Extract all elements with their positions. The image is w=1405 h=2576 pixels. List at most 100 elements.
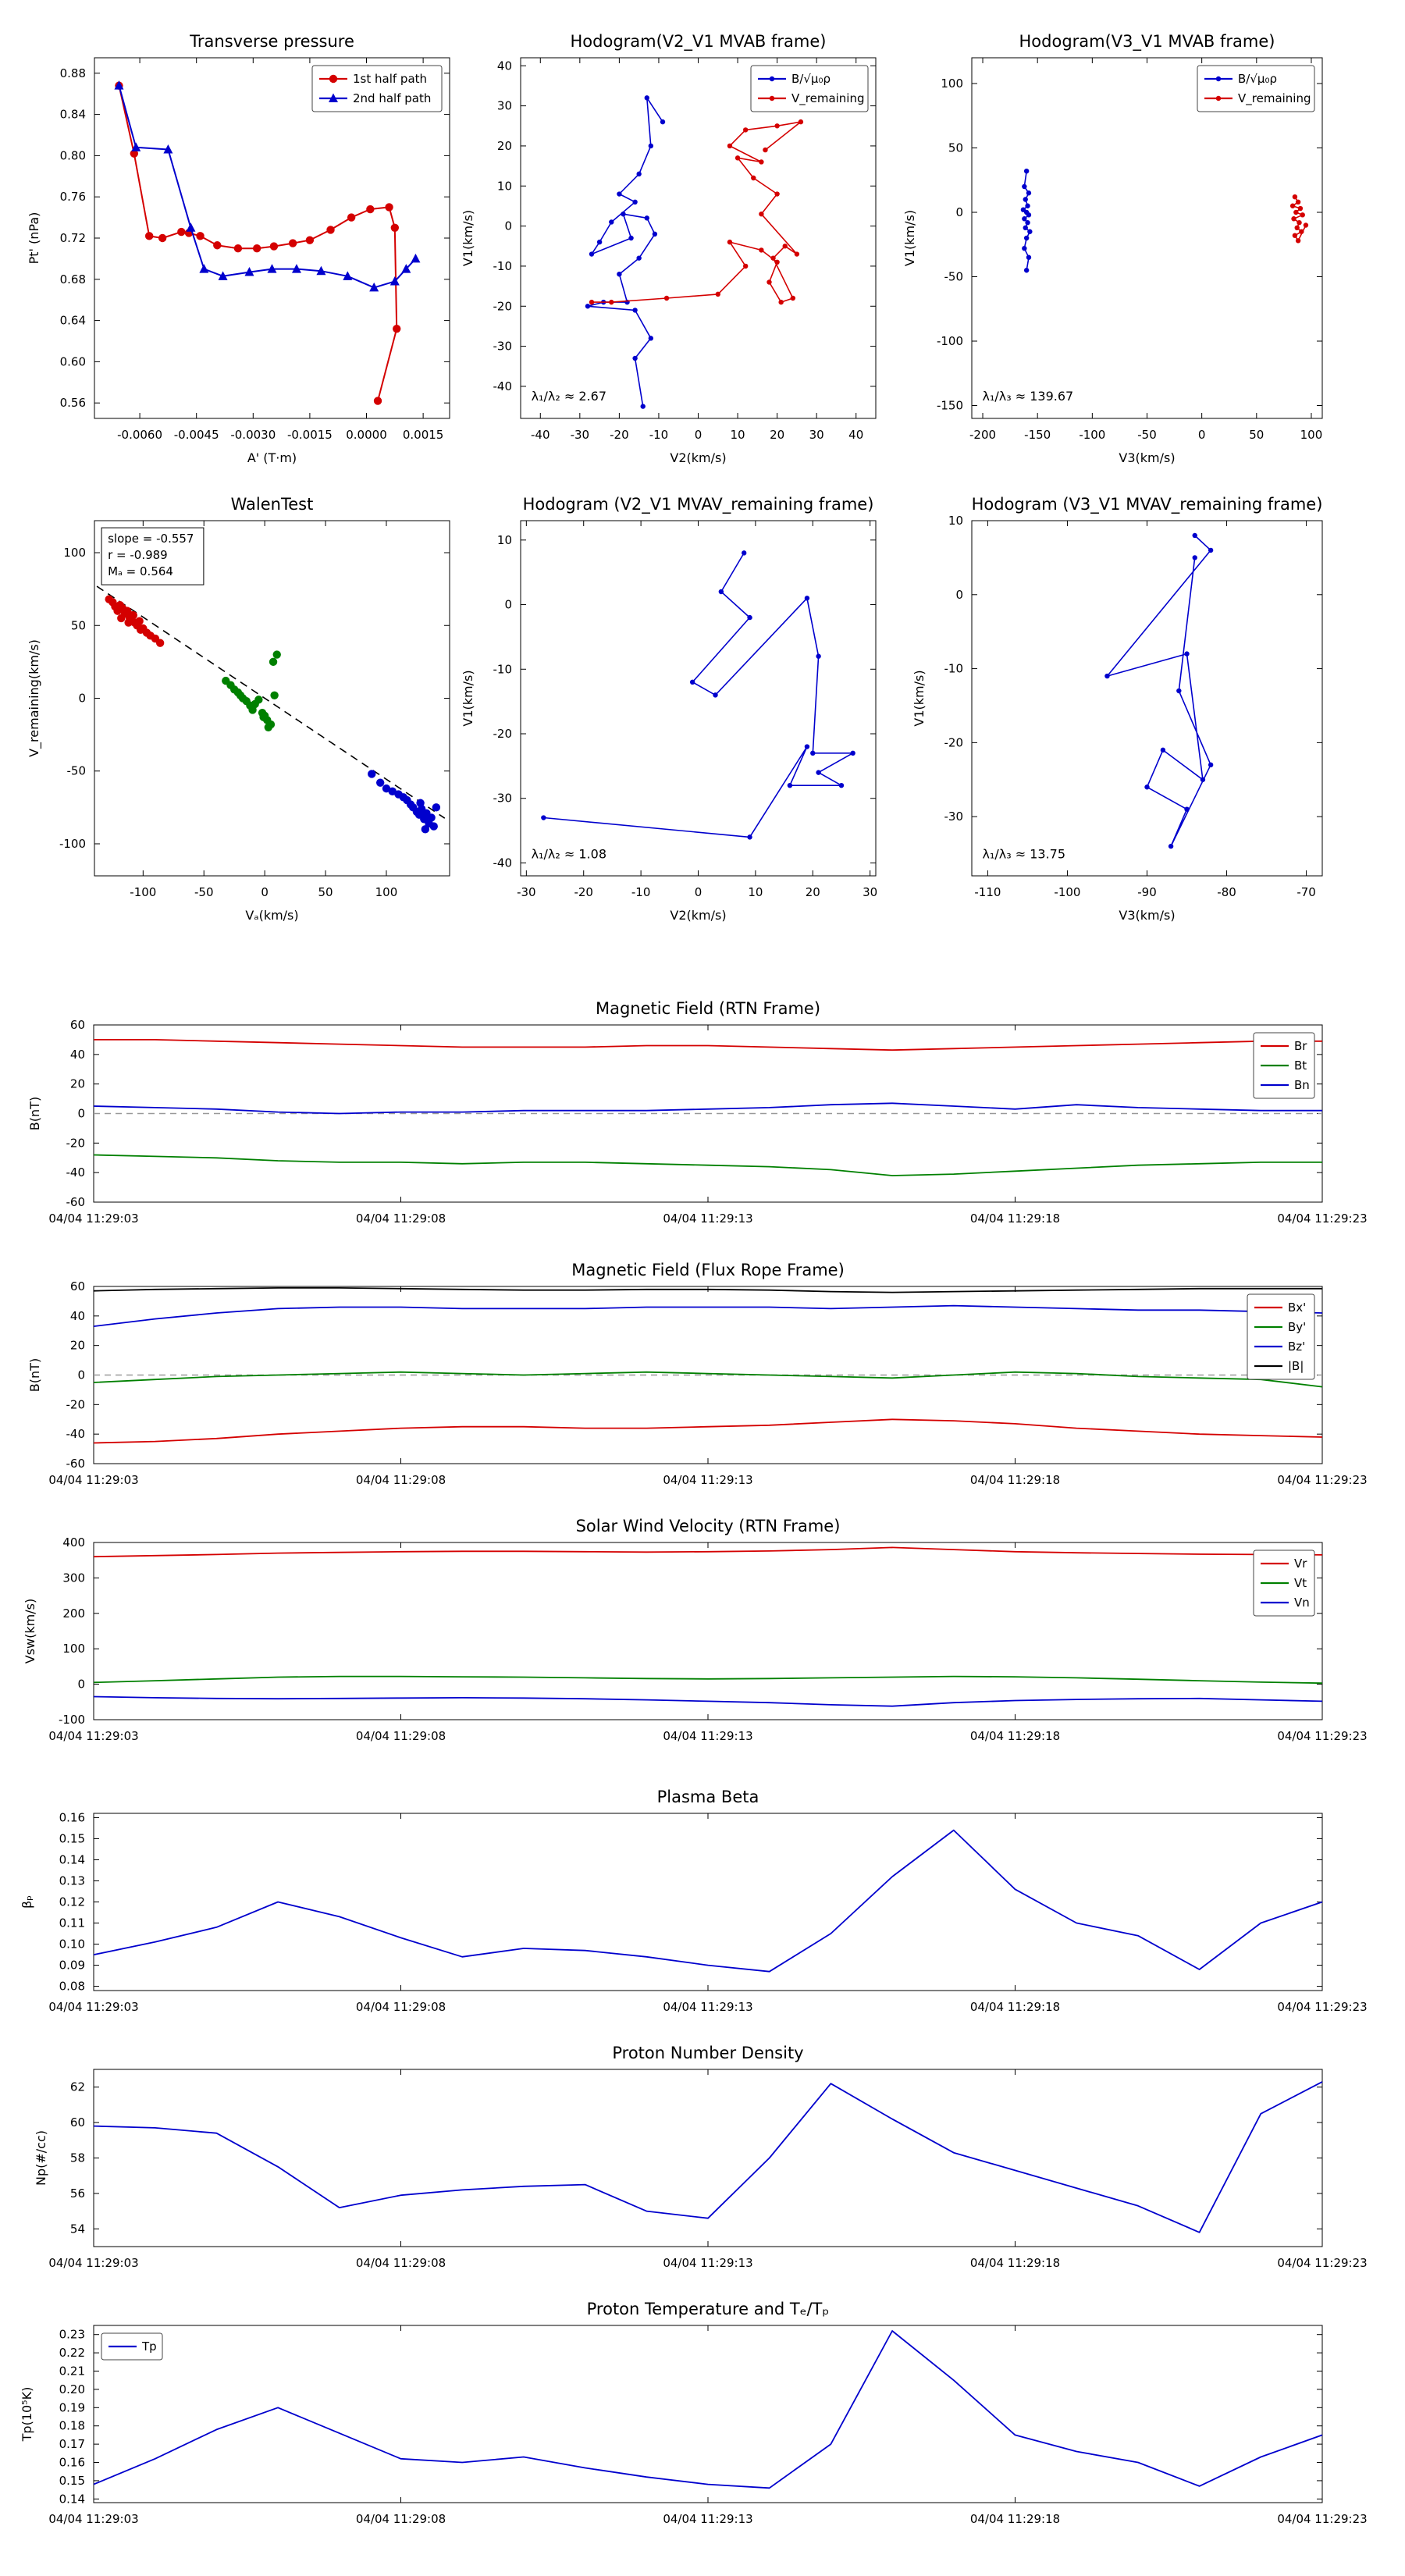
x-tick-label: -50 xyxy=(1137,428,1157,442)
x-tick-label: 40 xyxy=(848,428,863,442)
y-tick-label: -20 xyxy=(66,1136,86,1150)
marker-triangle xyxy=(411,253,421,263)
y-tick-label: 0.88 xyxy=(60,66,86,80)
x-tick-label: 0.0000 xyxy=(346,428,387,442)
y-tick-label: 58 xyxy=(70,2151,85,2165)
chart-proton-temperature: Proton Temperature and Tₑ/Tₚ 04/04 11:29:… xyxy=(20,2300,1368,2526)
marker-circle xyxy=(621,212,626,217)
marker-circle xyxy=(1291,216,1297,222)
marker-circle xyxy=(429,822,438,831)
x-tick-label: 04/04 11:29:23 xyxy=(1277,1729,1367,1743)
marker-circle xyxy=(305,236,315,244)
plot-area xyxy=(93,2325,1323,2503)
legend-label: B/√μ₀ρ xyxy=(791,72,831,86)
x-axis-label: Vₐ(km/s) xyxy=(245,908,298,923)
marker-triangle xyxy=(114,80,124,90)
marker-circle xyxy=(254,696,263,704)
annotation-text: λ₁/λ₂ ≈ 2.67 xyxy=(532,389,606,404)
x-tick-label: -110 xyxy=(974,885,1001,899)
marker-circle xyxy=(778,299,784,305)
y-tick-label: 100 xyxy=(63,546,86,560)
marker-circle xyxy=(774,191,780,197)
chart-transverse-pressure: Transverse pressure -0.0060 -0.0045 -0.0030… xyxy=(27,32,450,465)
marker-circle xyxy=(1289,203,1296,208)
y-tick-label: -100 xyxy=(937,334,963,348)
chart-title: Proton Number Density xyxy=(612,2044,803,2062)
marker-circle xyxy=(117,614,126,623)
y-tick-label: 0.14 xyxy=(59,1852,85,1866)
x-tick-label: 04/04 11:29:03 xyxy=(48,2256,138,2270)
marker-circle xyxy=(718,589,724,595)
x-tick-label: -20 xyxy=(610,428,629,442)
marker-circle xyxy=(1160,747,1166,753)
marker-circle xyxy=(432,803,441,812)
chart-hodogram-v3v1-mvab: Hodogram(V3_V1 MVAB frame) -200 -150 -100 -5… xyxy=(902,32,1323,465)
y-tick-label: -50 xyxy=(67,764,87,778)
x-tick-label: 0 xyxy=(1198,428,1206,442)
marker-circle xyxy=(1192,532,1197,539)
y-axis-label: V1(km/s) xyxy=(902,210,917,266)
y-tick-label: 0.84 xyxy=(60,108,86,122)
series-line xyxy=(96,585,446,819)
marker-circle xyxy=(644,215,649,221)
y-tick-label: -100 xyxy=(59,1713,85,1727)
series-line xyxy=(94,1039,1322,1051)
marker-circle xyxy=(1023,225,1028,230)
x-tick-label: 04/04 11:29:18 xyxy=(970,2512,1060,2526)
y-tick-label: 56 xyxy=(70,2186,85,2201)
y-tick-label: 0.09 xyxy=(59,1959,85,1973)
y-tick-label: 0.21 xyxy=(59,2364,85,2379)
y-tick-label: 54 xyxy=(70,2222,85,2236)
y-tick-label: 0 xyxy=(78,692,86,706)
marker-circle xyxy=(382,784,391,793)
series-line xyxy=(93,1695,1323,1707)
marker-circle xyxy=(816,770,821,775)
marker-triangle xyxy=(199,264,209,273)
y-tick-label: 0.12 xyxy=(59,1895,85,1909)
legend-label: Br xyxy=(1294,1039,1307,1053)
series-line xyxy=(93,1102,1322,1115)
y-tick-label: 0 xyxy=(955,588,963,602)
y-tick-label: -10 xyxy=(493,662,513,676)
y-tick-label: -20 xyxy=(493,727,513,741)
marker-circle xyxy=(804,596,810,601)
x-tick-label: 100 xyxy=(375,885,398,899)
legend-label: Bt xyxy=(1294,1059,1307,1073)
x-tick-label: 0 xyxy=(695,885,702,899)
x-tick-label: -200 xyxy=(969,428,996,442)
y-tick-label: -60 xyxy=(66,1457,86,1471)
marker-circle xyxy=(1208,762,1214,768)
legend-label: Bx' xyxy=(1288,1300,1306,1315)
marker-circle xyxy=(652,231,658,237)
y-tick-label: 0.20 xyxy=(59,2382,85,2396)
chart-solar-wind-velocity-rtn: Solar Wind Velocity (RTN Frame) 04/04 11:… xyxy=(23,1517,1368,1743)
y-tick-label: 0.15 xyxy=(59,2474,85,2488)
chart-proton-number-density: Proton Number Density 04/04 11:29:03 04/04… xyxy=(34,2044,1368,2270)
x-tick-label: -30 xyxy=(517,885,536,899)
y-tick-label: 0.11 xyxy=(59,1916,85,1930)
y-tick-label: 0.16 xyxy=(59,2456,85,2470)
y-tick-label: 0.16 xyxy=(59,1810,85,1824)
marker-circle xyxy=(1297,205,1304,212)
x-tick-label: 04/04 11:29:18 xyxy=(970,1473,1060,1487)
marker-circle xyxy=(774,123,780,129)
x-tick-label: -80 xyxy=(1217,885,1236,899)
x-tick-label: 04/04 11:29:18 xyxy=(970,1729,1060,1743)
marker-circle xyxy=(272,650,281,659)
legend-label: By' xyxy=(1288,1320,1306,1334)
marker-circle xyxy=(770,255,776,261)
y-tick-label: 100 xyxy=(941,76,963,91)
svg-text:r = -0.989: r = -0.989 xyxy=(108,548,168,562)
legend-label: Bn xyxy=(1294,1078,1310,1092)
y-axis-label: βₚ xyxy=(20,1895,34,1909)
series-line xyxy=(93,1829,1323,1973)
marker-triangle xyxy=(267,264,277,273)
marker-circle xyxy=(288,239,297,247)
x-tick-label: 50 xyxy=(1249,428,1264,442)
y-tick-label: -40 xyxy=(66,1427,86,1441)
marker-circle xyxy=(264,723,273,731)
marker-circle xyxy=(648,336,654,341)
x-tick-label: 04/04 11:29:18 xyxy=(970,2000,1060,2014)
legend-label: 1st half path xyxy=(353,72,427,86)
